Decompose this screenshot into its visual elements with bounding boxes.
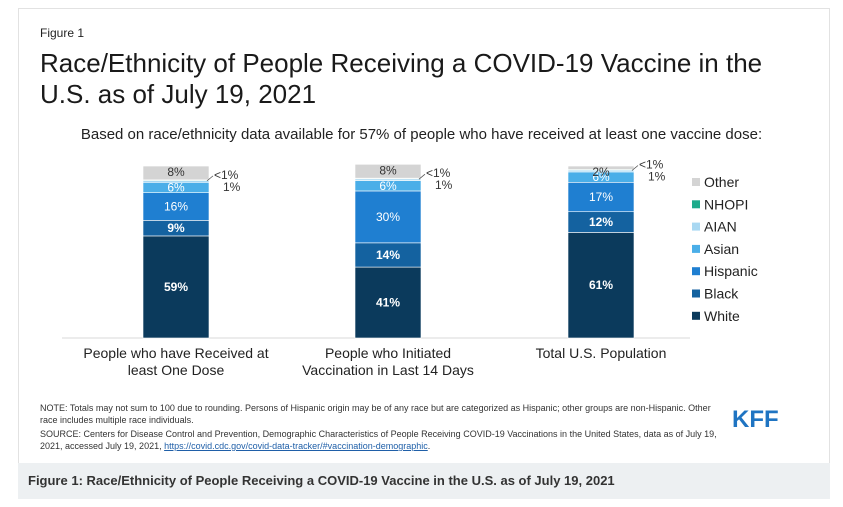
data-label-white: 41% <box>376 296 400 310</box>
source-text: SOURCE: Centers for Disease Control and … <box>40 428 730 452</box>
data-label-white: 61% <box>589 278 613 292</box>
data-label-nhopi: <1% <box>214 168 239 182</box>
legend-label-other: Other <box>704 174 739 190</box>
data-label-nhopi: <1% <box>639 157 664 171</box>
legend-swatch-black <box>692 289 700 298</box>
data-label-aian: 1% <box>435 178 453 192</box>
legend-swatch-white <box>692 311 700 320</box>
chart-subtitle: Based on race/ethnicity data available f… <box>80 126 763 143</box>
legend-swatch-asian <box>692 244 700 253</box>
data-label-hispanic: 30% <box>376 210 400 224</box>
data-label-asian: 6% <box>167 180 185 194</box>
source-body: SOURCE: Centers for Disease Control and … <box>40 429 717 451</box>
note-text: NOTE: Totals may not sum to 100 due to r… <box>40 403 711 425</box>
data-label-black: 12% <box>589 215 613 229</box>
leader-line-nhopi <box>206 175 214 182</box>
data-label-aian: 1% <box>648 169 666 183</box>
data-label-hispanic: 16% <box>164 200 188 214</box>
legend-swatch-hispanic <box>692 267 700 276</box>
category-label: People who Initiated <box>325 345 451 361</box>
bar-segment-hispanic <box>354 190 422 244</box>
category-label: People who have Received at <box>83 345 268 361</box>
leader-line-nhopi <box>631 165 639 171</box>
figure-caption: Figure 1: Race/Ethnicity of People Recei… <box>18 463 830 499</box>
legend-label-aian: AIAN <box>704 219 737 235</box>
data-label-nhopi: <1% <box>426 166 451 180</box>
figure-label: Figure 1 <box>40 26 85 40</box>
bar-segment-other <box>354 164 422 179</box>
bar-segment-hispanic <box>142 192 210 221</box>
legend-label-nhopi: NHOPI <box>704 196 748 212</box>
category-label: Vaccination in Last 14 Days <box>302 362 474 378</box>
legend-swatch-other <box>692 178 700 186</box>
bar-segment-white <box>354 266 422 339</box>
data-label-black: 14% <box>376 248 400 262</box>
bar-segment-other <box>567 165 635 170</box>
legend-swatch-aian <box>692 222 700 231</box>
stacked-bar-chart: 59%9%16%6%8% <1%1%People who have Receive… <box>62 157 758 378</box>
legend-label-hispanic: Hispanic <box>704 263 758 279</box>
data-label-other: 8% <box>167 165 185 179</box>
category-label: Total U.S. Population <box>536 345 667 361</box>
data-label-other: 8% <box>379 163 397 177</box>
data-label-white: 59% <box>164 280 188 294</box>
data-label-asian: 6% <box>592 170 610 184</box>
data-label-hispanic: 17% <box>589 190 613 204</box>
bar-segment-white <box>567 232 635 339</box>
bar-segment-hispanic <box>567 182 635 213</box>
chart-title: Race/Ethnicity of People Receiving a COV… <box>40 48 763 109</box>
bar-segment-white <box>142 235 210 339</box>
legend-label-white: White <box>704 308 740 324</box>
legend-swatch-nhopi <box>692 200 700 209</box>
source-link[interactable]: https://covid.cdc.gov/covid-data-tracker… <box>164 441 428 451</box>
category-label: least One Dose <box>128 362 225 378</box>
source-end: . <box>427 441 431 451</box>
legend-label-black: Black <box>704 286 739 302</box>
kff-logo: KFF <box>732 406 779 433</box>
data-label-asian: 6% <box>379 179 397 193</box>
leader-line-nhopi <box>418 173 426 180</box>
data-label-black: 9% <box>167 221 185 235</box>
data-label-aian: 1% <box>223 180 241 194</box>
bar-segment-other <box>142 165 210 181</box>
data-label-other: 2% <box>592 165 610 179</box>
legend-label-asian: Asian <box>704 241 739 257</box>
